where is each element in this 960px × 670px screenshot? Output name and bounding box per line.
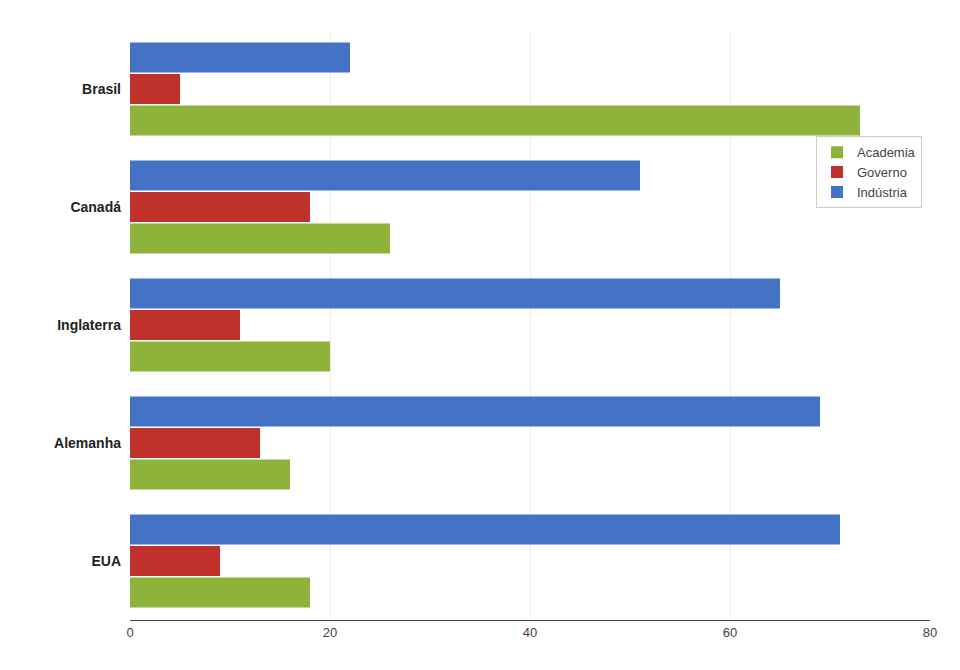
svg-text:Academia: Academia [857,145,916,160]
svg-text:20: 20 [323,625,337,640]
svg-text:40: 40 [523,625,537,640]
svg-text:Indústria: Indústria [857,185,908,200]
svg-text:Alemanha: Alemanha [54,435,121,451]
svg-text:80: 80 [923,625,937,640]
svg-text:Governo: Governo [857,165,907,180]
svg-text:60: 60 [723,625,737,640]
svg-text:Brasil: Brasil [82,81,121,97]
svg-text:0: 0 [126,625,133,640]
svg-text:Canadá: Canadá [70,199,121,215]
svg-text:EUA: EUA [91,553,121,569]
svg-text:Inglaterra: Inglaterra [57,317,121,333]
